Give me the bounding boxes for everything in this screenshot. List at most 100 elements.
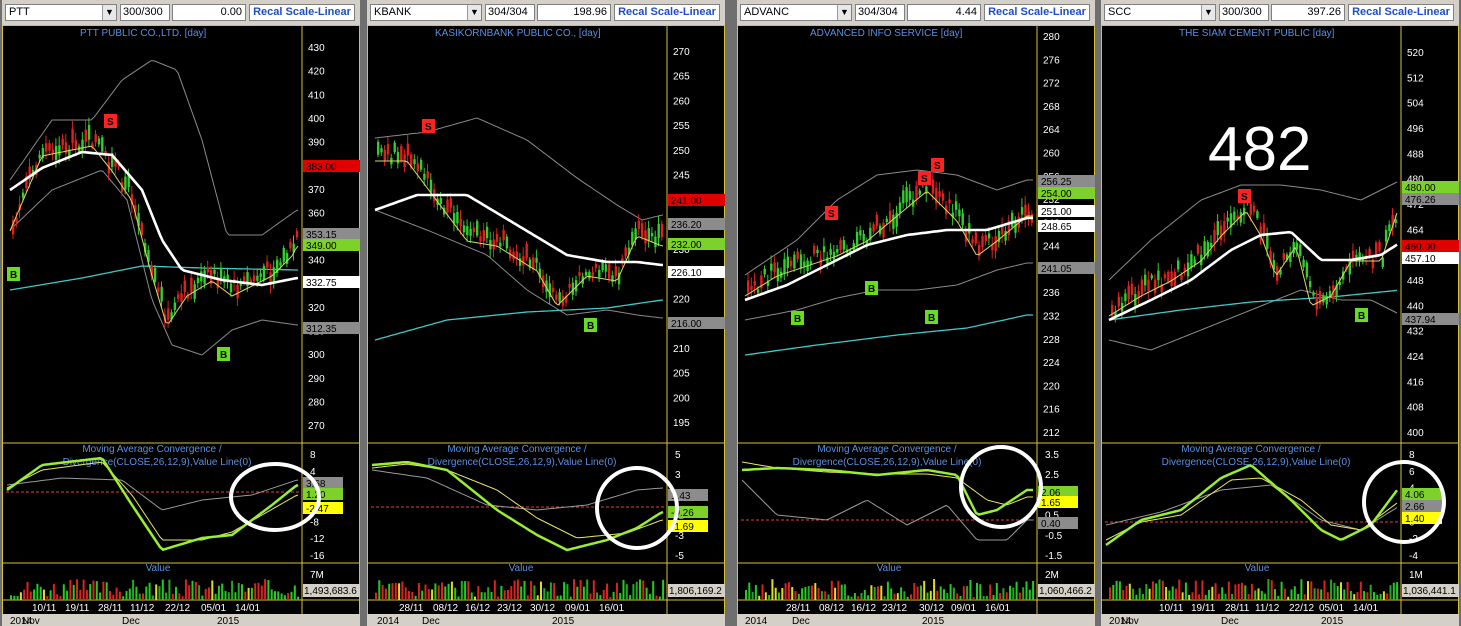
- value-field[interactable]: 0.00: [172, 4, 246, 21]
- recal-scale-button[interactable]: Recal Scale-Linear: [984, 4, 1090, 21]
- volume-bar: [194, 582, 197, 600]
- value-field[interactable]: 4.44: [907, 4, 981, 21]
- volume-bar: [125, 591, 128, 600]
- volume-bar: [949, 584, 952, 600]
- chart-panel-scc[interactable]: SCC ▼ 300/300 397.26 Recal Scale-Linear T…: [1101, 0, 1459, 626]
- volume-bar: [92, 580, 95, 600]
- recal-scale-button[interactable]: Recal Scale-Linear: [614, 4, 720, 21]
- volume-bar: [1118, 581, 1121, 600]
- volume-bar: [497, 596, 500, 600]
- volume-bar: [95, 581, 98, 600]
- date-label: 30/12: [919, 603, 944, 614]
- volume-bar: [467, 581, 470, 600]
- candle-body: [1318, 291, 1322, 305]
- symbol-select[interactable]: SCC ▼: [1104, 4, 1216, 21]
- volume-bar: [1254, 590, 1257, 600]
- sell-signal-label: S: [934, 161, 941, 172]
- chart-panel-advanc[interactable]: ADVANC ▼ 304/304 4.44 Recal Scale-Linear …: [737, 0, 1095, 626]
- candle-body: [246, 272, 249, 287]
- candle-body: [1190, 254, 1193, 268]
- volume-bar: [102, 581, 105, 600]
- indicator-title-line1: Moving Average Convergence /: [447, 444, 587, 455]
- chart-canvas[interactable]: 2702652602552502452402352302252202152102…: [367, 0, 725, 626]
- bar-count-field[interactable]: 300/300: [120, 4, 170, 21]
- bar-count-field[interactable]: 300/300: [1219, 4, 1269, 21]
- bar-count-field[interactable]: 304/304: [485, 4, 535, 21]
- candle-body: [869, 227, 872, 241]
- candle-body: [1140, 279, 1144, 295]
- candle-body: [252, 275, 256, 282]
- recal-scale-button[interactable]: Recal Scale-Linear: [249, 4, 355, 21]
- candle-body: [393, 142, 396, 153]
- candle-body: [279, 262, 282, 266]
- symbol-select[interactable]: KBANK ▼: [370, 4, 482, 21]
- chevron-down-icon[interactable]: ▼: [467, 5, 481, 20]
- candle-body: [137, 212, 140, 227]
- indicator-axis-label: 2.5: [1045, 470, 1059, 481]
- candle-body: [259, 273, 262, 277]
- price-axis-label: 420: [308, 67, 325, 78]
- volume-bar: [211, 580, 214, 600]
- price-axis-label: 195: [673, 418, 690, 429]
- candle-body: [262, 265, 266, 281]
- price-axis-label: 340: [308, 256, 325, 267]
- chart-canvas[interactable]: 2802762722682642602562522482442402362322…: [737, 0, 1095, 626]
- volume-bar: [381, 585, 384, 600]
- candle-body: [104, 151, 107, 155]
- volume-bar: [999, 593, 1002, 600]
- volume-bar: [1237, 583, 1240, 600]
- volume-bar: [523, 580, 526, 600]
- value-field[interactable]: 198.96: [537, 4, 611, 21]
- volume-bar: [1002, 588, 1005, 600]
- symbol-select[interactable]: ADVANC ▼: [740, 4, 852, 21]
- volume-bar: [612, 591, 615, 600]
- volume-bar: [936, 590, 939, 600]
- volume-bar: [99, 592, 102, 600]
- volume-bar: [293, 585, 296, 600]
- candle-body: [1302, 259, 1305, 268]
- candle-body: [532, 257, 535, 270]
- chevron-down-icon[interactable]: ▼: [837, 5, 851, 20]
- volume-bar: [434, 583, 437, 600]
- volume-bar: [1161, 580, 1164, 600]
- date-label: 19/11: [65, 603, 90, 614]
- candle-body: [594, 264, 598, 268]
- volume-bar: [1389, 585, 1392, 600]
- volume-bar: [1128, 583, 1131, 600]
- candle-body: [1299, 244, 1302, 256]
- volume-bar: [629, 595, 632, 600]
- candle-body: [895, 212, 898, 227]
- chevron-down-icon[interactable]: ▼: [102, 5, 116, 20]
- symbol-select[interactable]: PTT ▼: [5, 4, 117, 21]
- volume-bar: [1366, 592, 1369, 600]
- price-axis-label: 360: [308, 208, 325, 219]
- indicator-tag: [1038, 517, 1078, 529]
- volume-bar: [642, 580, 645, 600]
- volume-bar: [13, 595, 16, 600]
- volume-bar: [1297, 593, 1300, 600]
- volume-bar: [1373, 592, 1375, 600]
- volume-bar: [771, 579, 774, 600]
- chevron-down-icon[interactable]: ▼: [1201, 5, 1215, 20]
- chart-canvas[interactable]: 4304204104003903803703603503403303203103…: [2, 0, 360, 626]
- volume-bar: [840, 584, 843, 600]
- volume-bar: [274, 591, 276, 600]
- volume-bar: [33, 589, 36, 600]
- sma-line: [1108, 230, 1398, 322]
- candle-body: [796, 251, 799, 260]
- buy-signal-marker: [7, 267, 20, 281]
- candle-body: [1272, 260, 1276, 270]
- price-tag-label: 349.00: [306, 241, 337, 252]
- volume-bar: [774, 587, 777, 600]
- candle-body: [183, 280, 186, 292]
- bar-count-field[interactable]: 304/304: [855, 4, 905, 21]
- candle-body: [429, 179, 433, 193]
- recal-scale-button[interactable]: Recal Scale-Linear: [1348, 4, 1454, 21]
- price-tag: [1038, 220, 1095, 232]
- chart-panel-kbank[interactable]: KBANK ▼ 304/304 198.96 Recal Scale-Linear…: [367, 0, 725, 626]
- short-ma-line: [9, 145, 299, 324]
- chart-canvas[interactable]: 5205125044964884804724644564484404324244…: [1101, 0, 1459, 626]
- value-field[interactable]: 397.26: [1271, 4, 1345, 21]
- chart-panel-ptt[interactable]: PTT ▼ 300/300 0.00 Recal Scale-Linear PTT…: [2, 0, 360, 626]
- candle-body: [803, 261, 806, 267]
